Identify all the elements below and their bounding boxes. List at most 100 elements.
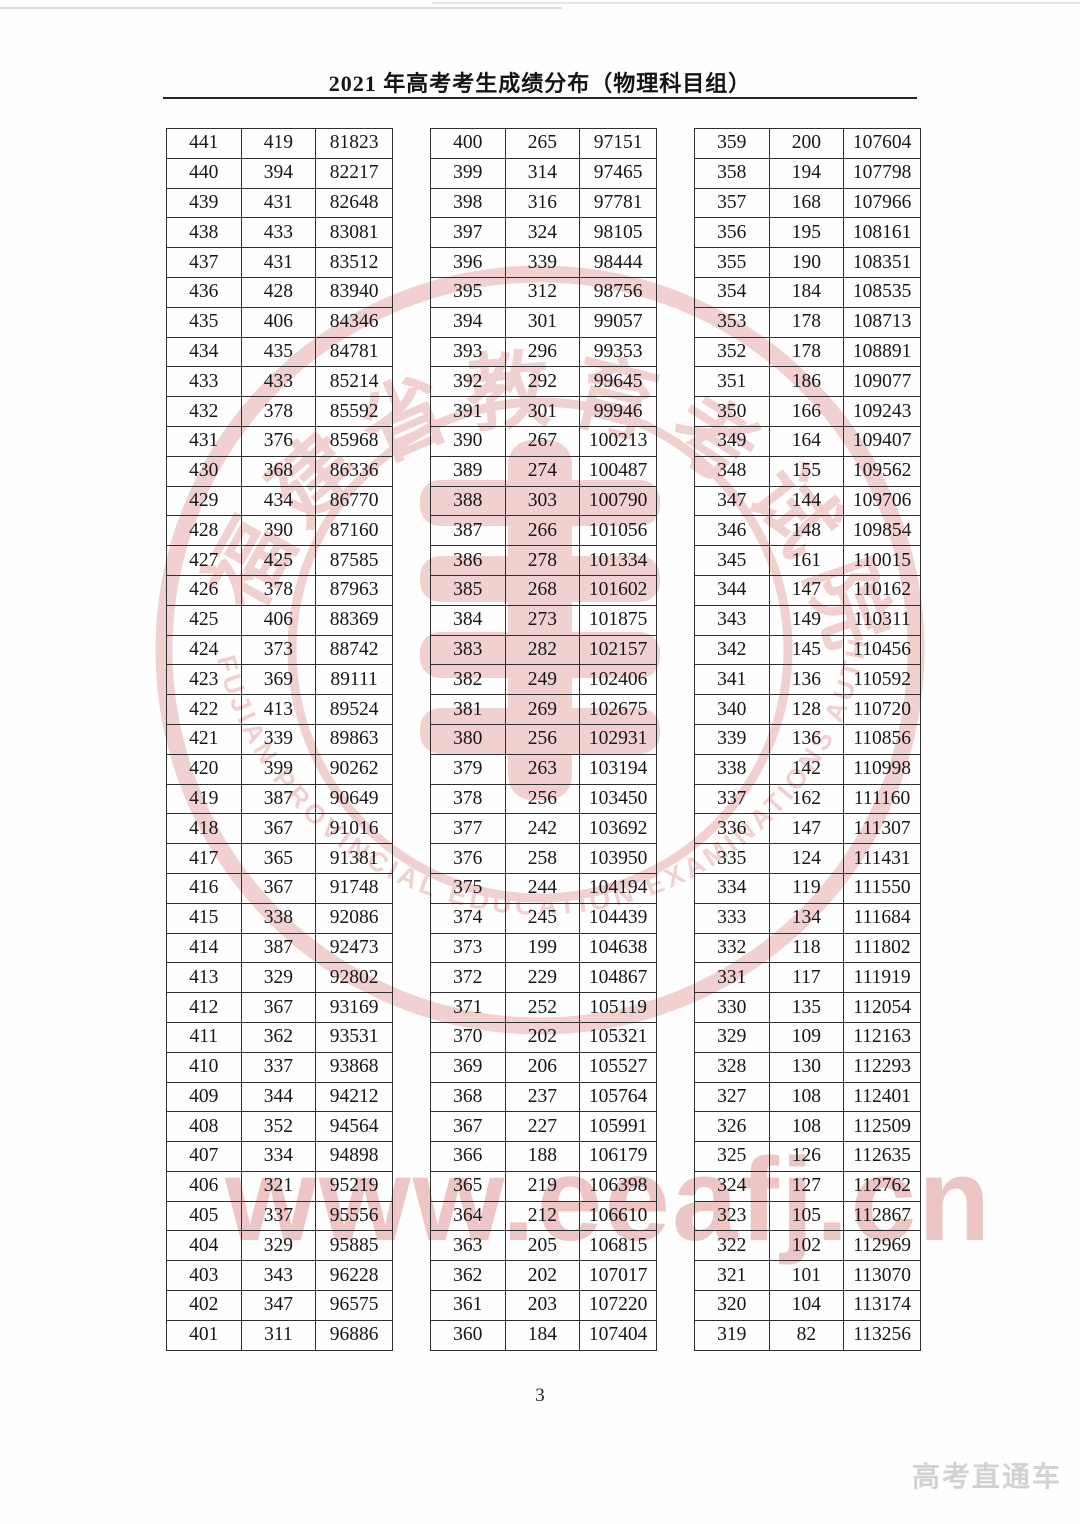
- table-row: 348 155 109562: [694, 455, 921, 487]
- table-row: 417 365 91381: [166, 843, 393, 874]
- table-cell: 108891: [843, 336, 921, 368]
- table-row: 424 373 88742: [166, 634, 393, 666]
- table-cell: 383: [430, 634, 506, 666]
- table-cell: 319: [694, 1319, 770, 1351]
- table-row: 358 194 107798: [694, 157, 921, 189]
- table-cell: 379: [430, 753, 506, 785]
- table-cell: 100487: [579, 455, 657, 487]
- table-cell: 186: [768, 366, 845, 398]
- table-cell: 429: [166, 485, 242, 517]
- table-cell: 99645: [579, 366, 657, 398]
- table-cell: 111160: [843, 783, 921, 815]
- table-cell: 94898: [315, 1141, 393, 1172]
- table-cell: 368: [430, 1081, 506, 1113]
- table-cell: 104439: [579, 902, 657, 934]
- table-cell: 376: [240, 425, 317, 457]
- table-row: 339 136 110856: [694, 723, 921, 755]
- table-cell: 118: [768, 932, 845, 964]
- table-row: 331 117 111919: [694, 962, 921, 994]
- table-cell: 212: [504, 1200, 581, 1232]
- table-row: 399 314 97465: [430, 157, 657, 189]
- table-cell: 108713: [843, 306, 921, 338]
- table-cell: 200: [768, 128, 845, 159]
- table-cell: 420: [166, 753, 242, 785]
- table-cell: 258: [504, 843, 581, 874]
- table-cell: 112163: [843, 1021, 921, 1053]
- table-row: 343 149 110311: [694, 604, 921, 636]
- table-cell: 82: [768, 1319, 845, 1351]
- table-cell: 205: [504, 1230, 581, 1262]
- scan-artifact: [0, 7, 562, 9]
- table-cell: 375: [430, 872, 506, 904]
- table-row: 374 245 104439: [430, 902, 657, 934]
- table-cell: 92802: [315, 962, 393, 994]
- table-cell: 135: [768, 992, 845, 1023]
- table-cell: 320: [694, 1290, 770, 1321]
- table-cell: 330: [694, 992, 770, 1023]
- table-cell: 341: [694, 664, 770, 696]
- table-row: 385 268 101602: [430, 574, 657, 606]
- table-row: 408 352 94564: [166, 1111, 393, 1143]
- table-cell: 311: [240, 1319, 317, 1351]
- table-cell: 82648: [315, 187, 393, 219]
- table-row: 342 145 110456: [694, 634, 921, 666]
- table-cell: 111919: [843, 962, 921, 994]
- table-row: 320 104 113174: [694, 1290, 921, 1321]
- table-row: 386 278 101334: [430, 545, 657, 576]
- table-cell: 321: [694, 1260, 770, 1292]
- table-cell: 329: [240, 1230, 317, 1262]
- table-cell: 110311: [843, 604, 921, 636]
- table-cell: 101602: [579, 574, 657, 606]
- table-cell: 324: [504, 217, 581, 249]
- table-cell: 343: [694, 604, 770, 636]
- table-cell: 346: [694, 515, 770, 547]
- table-row: 379 263 103194: [430, 753, 657, 785]
- table-cell: 91748: [315, 872, 393, 904]
- table-row: 389 274 100487: [430, 455, 657, 487]
- table-cell: 347: [240, 1290, 317, 1321]
- table-row: 345 161 110015: [694, 545, 921, 576]
- table-cell: 126: [768, 1141, 845, 1172]
- table-cell: 372: [430, 962, 506, 994]
- table-row: 387 266 101056: [430, 515, 657, 547]
- table-cell: 337: [694, 783, 770, 815]
- table-cell: 90649: [315, 783, 393, 815]
- table-row: 321 101 113070: [694, 1260, 921, 1292]
- table-cell: 396: [430, 247, 506, 278]
- table-cell: 109706: [843, 485, 921, 517]
- table-cell: 106815: [579, 1230, 657, 1262]
- table-cell: 107966: [843, 187, 921, 219]
- table-cell: 111307: [843, 813, 921, 845]
- table-cell: 109: [768, 1021, 845, 1053]
- table-cell: 367: [240, 813, 317, 845]
- table-cell: 105764: [579, 1081, 657, 1113]
- table-cell: 100790: [579, 485, 657, 517]
- title-rule: [163, 97, 917, 99]
- table-row: 413 329 92802: [166, 962, 393, 994]
- table-cell: 358: [694, 157, 770, 189]
- table-cell: 336: [694, 813, 770, 845]
- table-row: 410 337 93868: [166, 1051, 393, 1083]
- table-cell: 263: [504, 753, 581, 785]
- table-cell: 419: [240, 128, 317, 159]
- table-cell: 415: [166, 902, 242, 934]
- table-cell: 108: [768, 1081, 845, 1113]
- table-row: 429 434 86770: [166, 485, 393, 517]
- table-row: 383 282 102157: [430, 634, 657, 666]
- table-row: 325 126 112635: [694, 1141, 921, 1172]
- table-cell: 417: [166, 843, 242, 874]
- table-cell: 110162: [843, 574, 921, 606]
- table-cell: 433: [166, 366, 242, 398]
- table-row: 433 433 85214: [166, 366, 393, 398]
- table-row: 416 367 91748: [166, 872, 393, 904]
- table-cell: 392: [430, 366, 506, 398]
- table-cell: 329: [694, 1021, 770, 1053]
- table-cell: 389: [430, 455, 506, 487]
- table-cell: 88742: [315, 634, 393, 666]
- table-cell: 117: [768, 962, 845, 994]
- table-cell: 344: [694, 574, 770, 606]
- table-row: 393 296 99353: [430, 336, 657, 368]
- table-cell: 105119: [579, 992, 657, 1023]
- table-cell: 324: [694, 1170, 770, 1202]
